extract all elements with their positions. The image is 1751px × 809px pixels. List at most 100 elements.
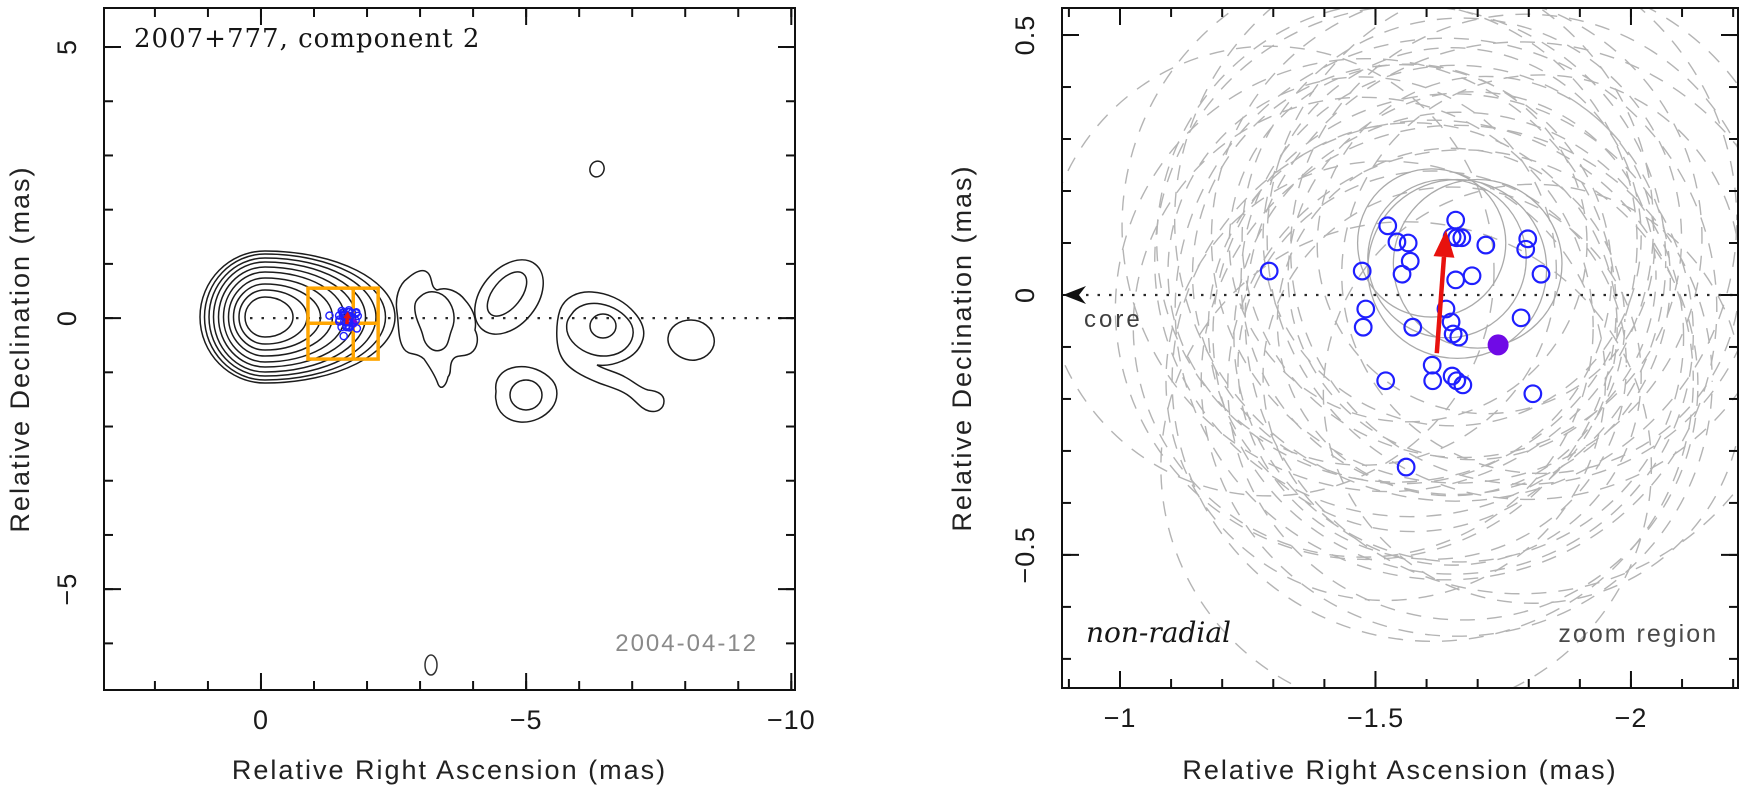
epoch-position-circle (1378, 216, 1398, 236)
right-panel-x-tick-label: −2 (1615, 703, 1648, 733)
jet-contour (395, 270, 479, 388)
epoch-position-circle (1518, 229, 1538, 249)
epoch-position-circle (1436, 299, 1456, 319)
error-circle-dashed (1121, 9, 1655, 493)
right-panel-x-tick-label: −1 (1104, 703, 1137, 733)
error-circle-dashed (1167, 76, 1558, 466)
jet-contour-ellipse (486, 271, 528, 317)
epoch-position-circle (352, 324, 362, 333)
epoch-position-circle (1531, 264, 1551, 284)
right-panel-content (1063, 9, 1737, 687)
epoch-position-circle (1356, 299, 1376, 319)
error-circle-dashed (1276, 147, 1626, 497)
observation-date-label: 2004-04-12 (615, 630, 758, 657)
epoch-position-circle (1453, 375, 1473, 395)
error-circle-dashed (1063, 45, 1495, 497)
error-circle-dashed (1207, 122, 1618, 533)
motion-type-annotation: non-radial (1086, 616, 1231, 649)
core-contour-ring (208, 257, 377, 377)
right-panel-y-tick-label: 0.5 (1010, 15, 1040, 56)
error-circle-dashed (1114, 57, 1617, 561)
error-circle-dashed (1200, 124, 1713, 637)
left-x-axis-title: Relative Right Ascension (mas) (231, 755, 668, 785)
beam-ellipse (424, 654, 438, 676)
epoch-position-circle (1511, 308, 1531, 328)
error-circle-dashed (1160, 221, 1653, 687)
epoch-position-circle (1442, 366, 1462, 386)
epoch-position-circle (1423, 371, 1443, 391)
error-circle-solid (1356, 168, 1507, 318)
jet-contour-ellipse (474, 259, 544, 335)
error-circle-dashed (1322, 183, 1737, 604)
epoch-position-circle (1376, 371, 1396, 391)
left-panel-x-tick-label: 0 (253, 705, 269, 735)
epoch-position-circle (1392, 264, 1412, 284)
error-circle-dashed (1210, 9, 1703, 484)
core-contour-ring (199, 250, 396, 384)
epoch-position-circle (1353, 317, 1373, 337)
epoch-position-circle (1403, 317, 1423, 337)
left-panel-content (199, 160, 794, 676)
epoch-position-circle (1476, 235, 1496, 255)
epoch-position-circle (334, 317, 344, 326)
left-panel-x-tick-label: −5 (510, 705, 543, 735)
jet-contour-ellipse (509, 379, 543, 411)
epoch-position-circle (1398, 233, 1418, 253)
error-circle-dashed (1171, 119, 1694, 643)
error-circle-dashed (1237, 170, 1628, 561)
error-circle-dashed (1266, 9, 1737, 501)
epoch-position-circle (339, 331, 349, 341)
left-panel-x-tick-label: −10 (767, 705, 816, 735)
right-panel-frame (1061, 7, 1739, 689)
epoch-position-circle (1516, 239, 1536, 259)
error-circle-dashed (1227, 149, 1699, 621)
epoch-position-circle (1400, 251, 1420, 271)
epoch-position-circle (1259, 261, 1279, 281)
epoch-position-circle (1449, 327, 1469, 347)
error-circle-dashed (1262, 186, 1642, 566)
epoch-position-circle (1387, 232, 1407, 252)
error-circle-dashed (1316, 75, 1656, 415)
left-panel-frame (103, 7, 796, 691)
epoch-position-circle (325, 311, 334, 320)
right-proper-motion-arrow-shaft (1434, 256, 1447, 354)
error-circle-dashed (1244, 41, 1737, 595)
epoch-position-circle (1452, 228, 1472, 248)
jet-contour (556, 291, 665, 413)
core-contour-ring (232, 283, 322, 351)
epoch-position-circle (1462, 266, 1482, 286)
jet-contour (565, 302, 634, 357)
left-panel-y-tick-label: 5 (52, 39, 82, 55)
epoch-position-circle (1352, 261, 1372, 281)
core-contour-ring (203, 253, 387, 381)
zoom-region-annotation: zoom region (1558, 620, 1718, 648)
error-circle-dashed (1174, 9, 1737, 502)
left-panel-y-tick-label: −5 (52, 573, 82, 606)
left-y-axis-title: Relative Declination (mas) (5, 165, 35, 533)
error-circle-dashed (1290, 13, 1737, 485)
right-proper-motion-arrow-head (1433, 229, 1455, 258)
mean-position-dot (1487, 334, 1509, 356)
right-panel-axes: −1 −1.5 −2 0.5 0 −0.5 (1010, 7, 1739, 733)
error-circle-dashed (1174, 37, 1718, 581)
jet-contour (414, 291, 455, 352)
core-annotation: core (1084, 306, 1143, 333)
right-y-axis-title: Relative Declination (mas) (947, 164, 977, 532)
core-contour-ring (212, 261, 367, 373)
error-circle-dashed (1287, 91, 1657, 461)
right-panel-y-tick-label: −0.5 (1010, 526, 1040, 583)
error-circle-dashed (1341, 74, 1737, 475)
error-circle-dashed (1233, 111, 1685, 563)
left-panel-title: 2007+777, component 2 (134, 24, 481, 54)
jet-contour (494, 365, 558, 423)
epoch-position-circle (1396, 457, 1416, 477)
left-proper-motion-arrow-head (343, 311, 352, 319)
right-panel-x-tick-label: −1.5 (1347, 703, 1404, 733)
epoch-position-circle (1422, 355, 1442, 375)
error-circle-dashed (1165, 160, 1607, 602)
epoch-position-circle (1446, 270, 1466, 290)
right-x-axis-title: Relative Right Ascension (mas) (1182, 755, 1618, 785)
epoch-position-circle (1523, 384, 1543, 404)
